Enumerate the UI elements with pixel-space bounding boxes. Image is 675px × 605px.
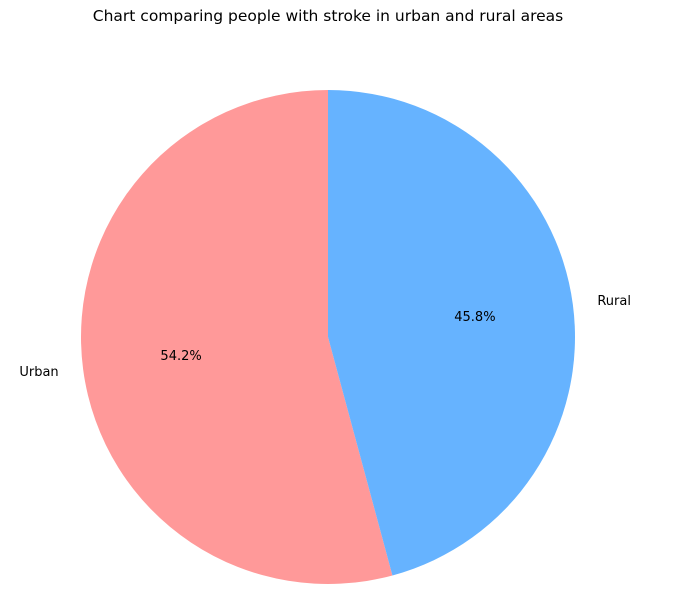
pie-slice-urban — [80, 90, 393, 585]
pie-slices — [80, 90, 575, 585]
pie-slice-rural — [328, 90, 575, 576]
pie-labels: Urban 54.2% Rural 45.8% — [19, 294, 631, 380]
slice-percent-urban: 54.2% — [160, 349, 201, 364]
slice-label-urban: Urban — [19, 365, 58, 380]
slice-label-rural: Rural — [597, 294, 631, 309]
slice-percent-rural: 45.8% — [454, 310, 495, 325]
chart-title: Chart comparing people with stroke in ur… — [93, 7, 563, 25]
